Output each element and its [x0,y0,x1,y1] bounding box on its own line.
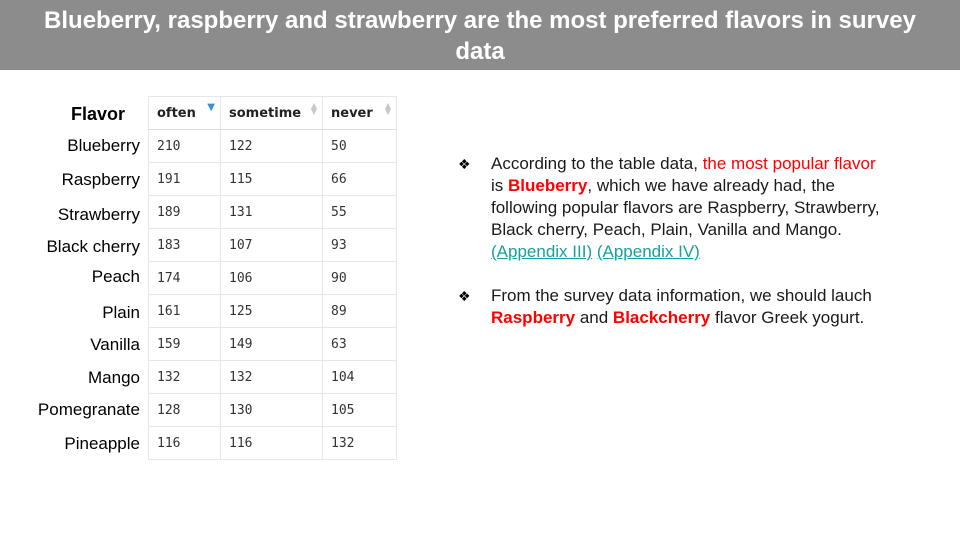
cell-often: 189 [148,195,221,229]
column-header-often[interactable]: often ▼ [148,96,221,130]
table-row: 191 115 66 [148,162,397,196]
flavor-label: Raspberry [61,170,140,189]
sort-both-icon: ▲ ▼ [384,101,391,116]
flavor-label: Black cherry [46,237,140,256]
table-row: 174 106 90 [148,261,397,295]
flavor-label: Peach [91,267,140,286]
table-row: 159 149 63 [148,327,397,361]
cell-sometime: 116 [220,426,323,460]
cell-often: 183 [148,228,221,262]
appendix-iv-link[interactable]: (Appendix IV) [596,242,700,261]
cell-never: 63 [322,327,397,361]
cell-never: 132 [322,426,397,460]
cell-often: 116 [148,426,221,460]
table-row: 116 116 132 [148,426,397,460]
note-popular-flavors: ❖ According to the table data, the most … [458,153,888,263]
cell-often: 159 [148,327,221,361]
column-header-label: never [331,105,373,121]
cell-sometime: 131 [220,195,323,229]
column-header-sometime[interactable]: sometime ▲ ▼ [220,96,323,130]
cell-sometime: 125 [220,294,323,328]
diamond-bullet-icon: ❖ [458,288,471,304]
table-row: 132 132 104 [148,360,397,394]
note-highlight-bold: Raspberry [491,308,576,327]
note-text: According to the table data, [491,154,703,173]
cell-often: 161 [148,294,221,328]
column-header-label: sometime [229,105,302,121]
cell-often: 210 [148,129,221,163]
flavor-label: Blueberry [67,136,140,155]
cell-never: 105 [322,393,397,427]
cell-sometime: 115 [220,162,323,196]
cell-never: 66 [322,162,397,196]
cell-sometime: 132 [220,360,323,394]
cell-sometime: 149 [220,327,323,361]
flavor-survey-table: often ▼ sometime ▲ ▼ never ▲ ▼ 210 122 50 … [148,96,397,460]
note-highlight-bold: Blackcherry [612,308,711,327]
cell-never: 50 [322,129,397,163]
table-row: 189 131 55 [148,195,397,229]
flavor-label: Strawberry [57,205,140,224]
note-highlight-bold: Blueberry [508,176,588,195]
cell-never: 55 [322,195,397,229]
column-header-label: often [157,105,196,121]
note-text: , which we have already had, the followi… [491,176,880,239]
appendix-iii-link[interactable]: (Appendix III) [491,242,593,261]
diamond-bullet-icon: ❖ [458,156,471,172]
table-row: 210 122 50 [148,129,397,163]
flavor-label: Plain [102,303,140,322]
table-header-row: often ▼ sometime ▲ ▼ never ▲ ▼ [148,96,397,130]
note-text: and [575,308,613,327]
flavor-header: Flavor [71,104,126,124]
column-header-never[interactable]: never ▲ ▼ [322,96,397,130]
cell-sometime: 122 [220,129,323,163]
cell-never: 104 [322,360,397,394]
cell-sometime: 106 [220,261,323,295]
cell-often: 174 [148,261,221,295]
cell-sometime: 130 [220,393,323,427]
sort-descending-icon: ▼ [207,102,215,113]
cell-never: 90 [322,261,397,295]
cell-never: 93 [322,228,397,262]
table-row: 161 125 89 [148,294,397,328]
flavor-label: Vanilla [90,335,140,354]
flavor-label: Mango [88,368,140,387]
flavor-label: Pomegranate [37,400,140,419]
sort-both-icon: ▲ ▼ [310,101,317,116]
note-text: flavor Greek yogurt. [710,308,865,327]
cell-often: 132 [148,360,221,394]
slide-title: Blueberry, raspberry and strawberry are … [0,0,960,70]
note-text: From the survey data information, we sho… [491,286,872,305]
note-highlight: the most popular flavor [702,154,876,173]
cell-never: 89 [322,294,397,328]
cell-sometime: 107 [220,228,323,262]
table-row: 183 107 93 [148,228,397,262]
note-text: is [491,176,508,195]
findings-notes: ❖ According to the table data, the most … [458,153,888,351]
table-row: 128 130 105 [148,393,397,427]
note-recommendation: ❖ From the survey data information, we s… [458,285,888,329]
cell-often: 128 [148,393,221,427]
cell-often: 191 [148,162,221,196]
flavor-label: Pineapple [64,434,140,453]
